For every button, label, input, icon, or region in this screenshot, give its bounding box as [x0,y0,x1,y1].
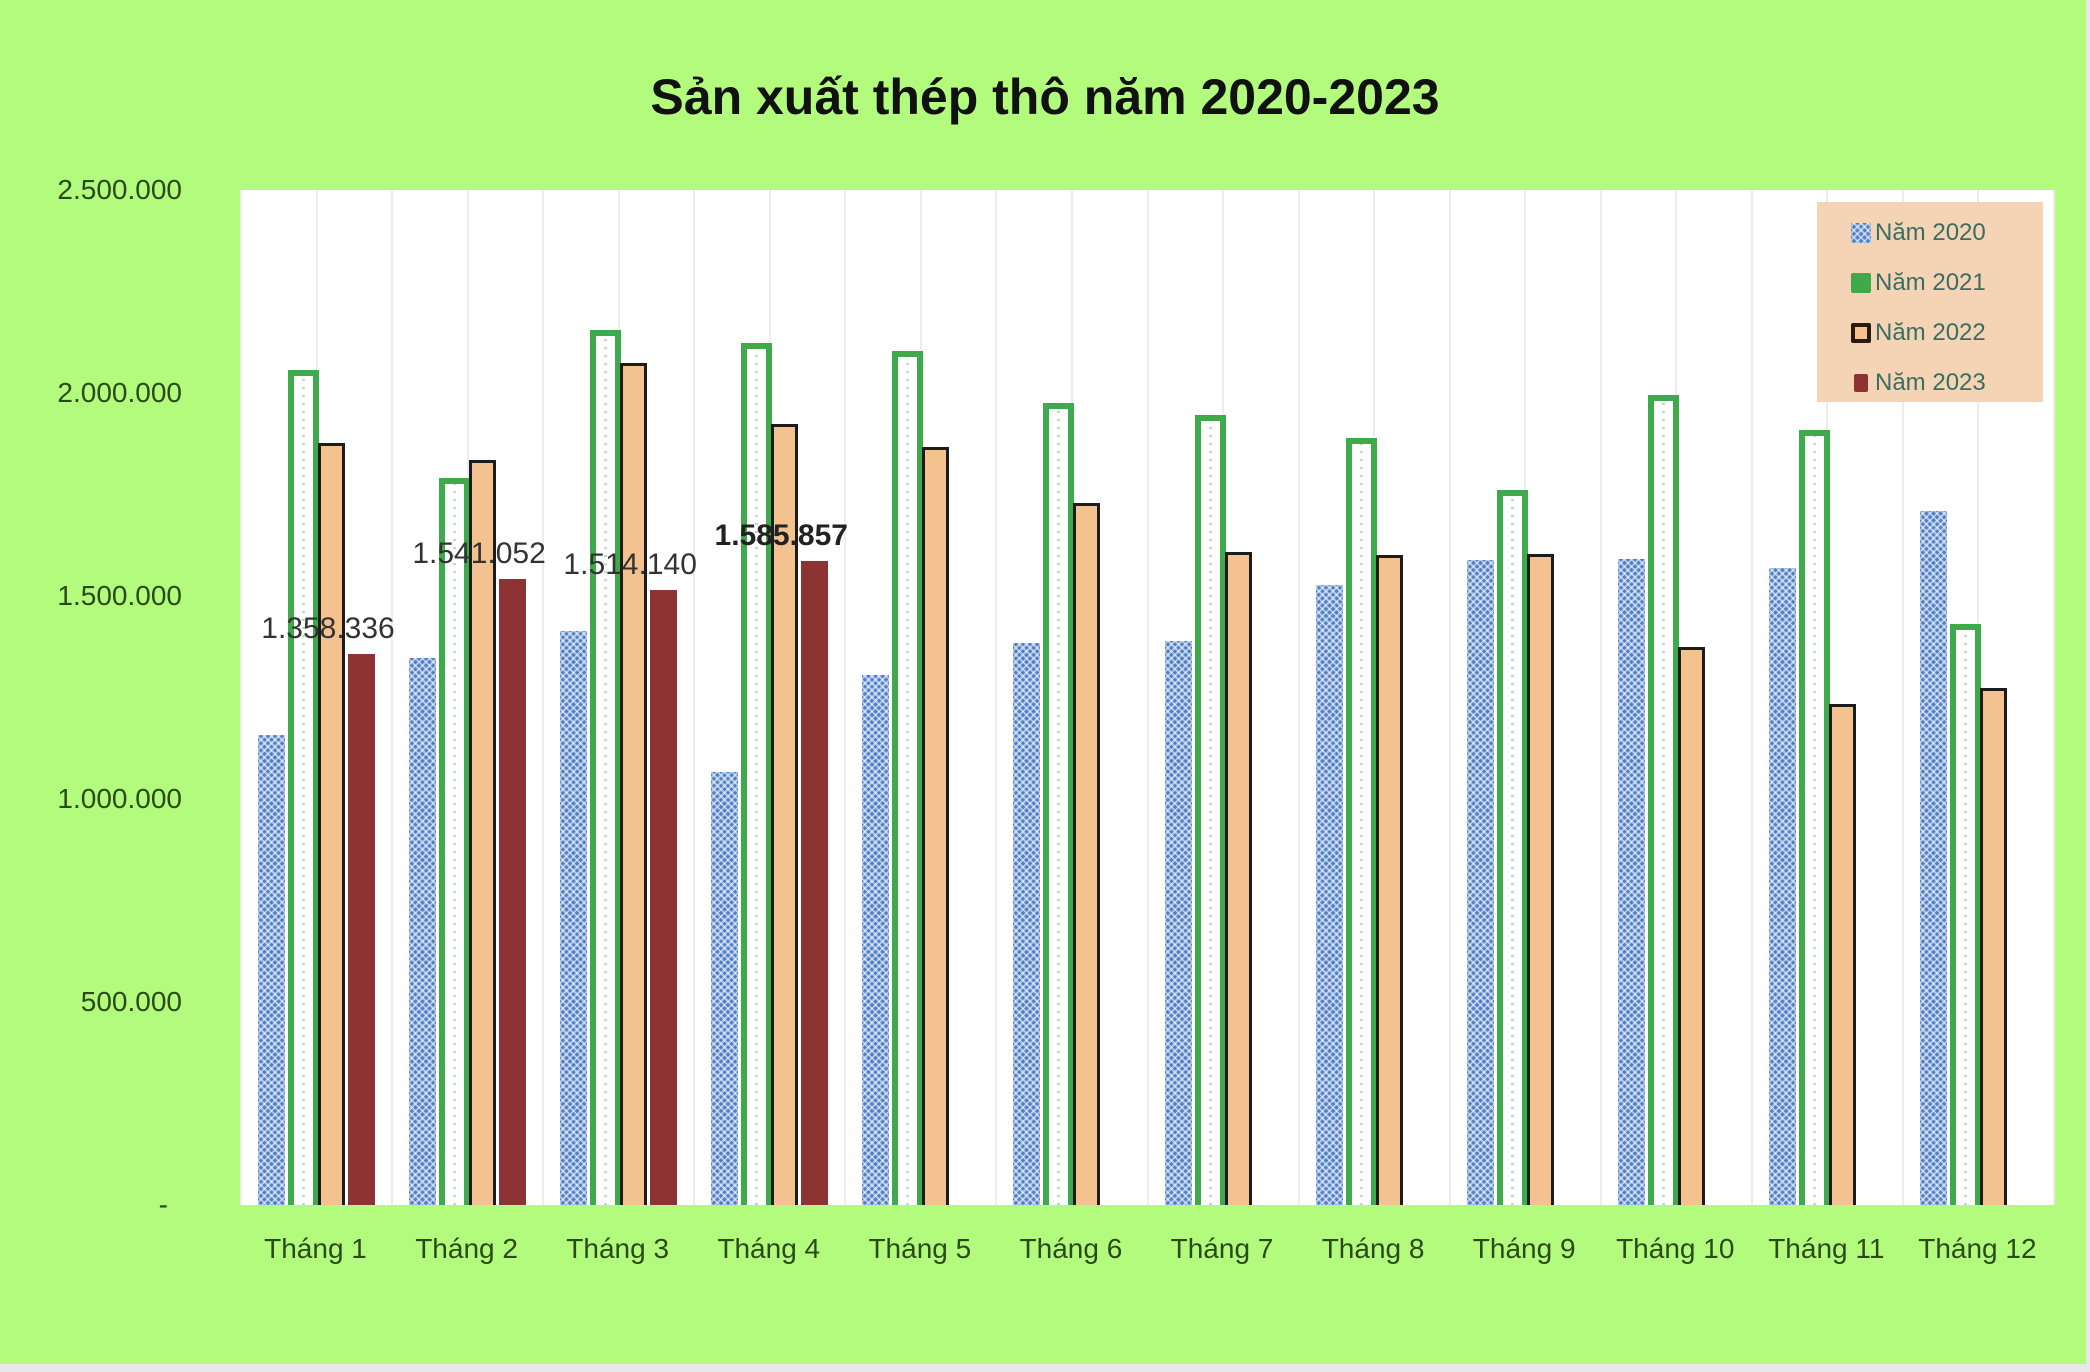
y-tick-label: 1.500.000 [57,580,182,611]
x-tick-label: Tháng 4 [717,1233,821,1264]
y-tick-label: 2.000.000 [57,377,182,408]
legend-swatch-2021-icon [1851,273,1871,293]
legend-swatch-2023-icon [1854,374,1868,392]
legend-label: Năm 2020 [1875,219,1986,246]
legend-item-2020: Năm 2020 [1851,218,1986,248]
bar-năm-2023-1 [348,653,375,1205]
gridline [844,190,847,1205]
gridline [693,190,696,1205]
bar-năm-2020-2 [409,657,437,1205]
gridline [240,190,242,1205]
legend-item-2021: Năm 2021 [1851,268,1986,298]
x-tick-label: Tháng 5 [868,1233,972,1264]
bar-năm-2022-5 [922,447,950,1205]
bar-năm-2020-6 [1013,642,1041,1205]
bar-năm-2021-4 [741,343,773,1205]
bar-năm-2020-3 [560,630,588,1205]
bar-năm-2020-11 [1768,568,1796,1205]
bar-năm-2021-2 [439,477,471,1205]
y-tick-label: - [158,1189,168,1220]
bar-năm-2022-4 [771,424,799,1205]
bar-năm-2023-4 [801,561,829,1205]
bar-năm-2022-9 [1526,553,1554,1205]
bar-năm-2021-8 [1345,437,1377,1205]
bar-năm-2020-8 [1315,585,1343,1205]
data-label: 1.585.857 [714,519,848,553]
legend-label: Năm 2021 [1875,269,1986,296]
bar-năm-2022-11 [1828,704,1856,1205]
bar-năm-2021-9 [1496,489,1528,1205]
gridline [1448,190,1451,1205]
bar-năm-2023-2 [499,579,527,1205]
data-label: 1.358.336 [261,611,395,645]
gridline [391,190,394,1205]
chart-title: Sản xuất thép thô năm 2020-2023 [650,69,1440,125]
bar-năm-2021-1 [288,369,319,1205]
bar-năm-2020-1 [258,734,285,1205]
gridline [542,190,545,1205]
data-label: 1.514.140 [563,548,697,582]
legend: Năm 2020 Năm 2021 Năm 2022 Năm 2023 [1817,202,2043,402]
x-tick-label: Tháng 11 [1768,1233,1885,1264]
gridline [1750,190,1753,1205]
bar-năm-2022-12 [1979,688,2007,1205]
bar-năm-2023-3 [650,590,678,1205]
bar-năm-2022-2 [469,460,497,1205]
bar-năm-2021-6 [1043,403,1075,1205]
bar-năm-2022-3 [620,362,648,1205]
gridline [995,190,998,1205]
bar-năm-2021-5 [892,351,924,1205]
legend-label: Năm 2022 [1875,319,1986,346]
x-tick-label: Tháng 1 [264,1233,367,1264]
x-tick-label: Tháng 10 [1616,1233,1735,1264]
bar-năm-2021-11 [1798,429,1830,1205]
y-tick-label: 1.000.000 [57,783,182,814]
legend-item-2022: Năm 2022 [1851,318,1986,348]
bar-năm-2020-12 [1919,511,1947,1205]
bar-năm-2020-7 [1164,641,1192,1205]
bar-năm-2022-7 [1224,552,1252,1205]
bar-năm-2021-10 [1647,395,1679,1205]
bar-năm-2021-12 [1949,624,1981,1205]
y-tick-label: 500.000 [80,986,182,1017]
x-tick-label: Tháng 12 [1918,1233,2037,1264]
gridline [1297,190,1300,1205]
bar-năm-2020-10 [1617,559,1645,1205]
legend-label: Năm 2023 [1875,369,1986,396]
bar-năm-2020-5 [862,674,890,1205]
legend-swatch-2020-icon [1851,223,1871,243]
bar-năm-2020-4 [711,772,739,1205]
legend-item-2023: Năm 2023 [1851,368,1986,398]
gridline [1146,190,1149,1205]
gridline [2053,190,2055,1205]
x-tick-label: Tháng 6 [1019,1233,1123,1264]
gridline [1901,190,1904,1205]
x-tick-label: Tháng 2 [415,1233,518,1264]
y-tick-label: 2.500.000 [57,174,182,205]
bar-năm-2022-1 [318,442,345,1205]
bar-năm-2020-9 [1466,560,1494,1205]
bar-năm-2022-8 [1375,555,1403,1205]
legend-swatch-2022-icon [1851,323,1871,343]
x-tick-label: Tháng 7 [1170,1233,1274,1264]
bar-năm-2022-10 [1677,646,1705,1205]
x-tick-label: Tháng 3 [566,1233,670,1264]
x-tick-label: Tháng 9 [1472,1233,1576,1264]
bar-năm-2021-7 [1194,414,1226,1205]
data-label: 1.541.052 [412,537,546,571]
gridline [1599,190,1602,1205]
x-tick-label: Tháng 8 [1321,1233,1425,1264]
bar-năm-2021-3 [590,329,622,1205]
bar-năm-2022-6 [1073,503,1101,1205]
plot-area: 1.358.336 1.541.052 1.514.140 1.585.857 [240,190,2055,1205]
